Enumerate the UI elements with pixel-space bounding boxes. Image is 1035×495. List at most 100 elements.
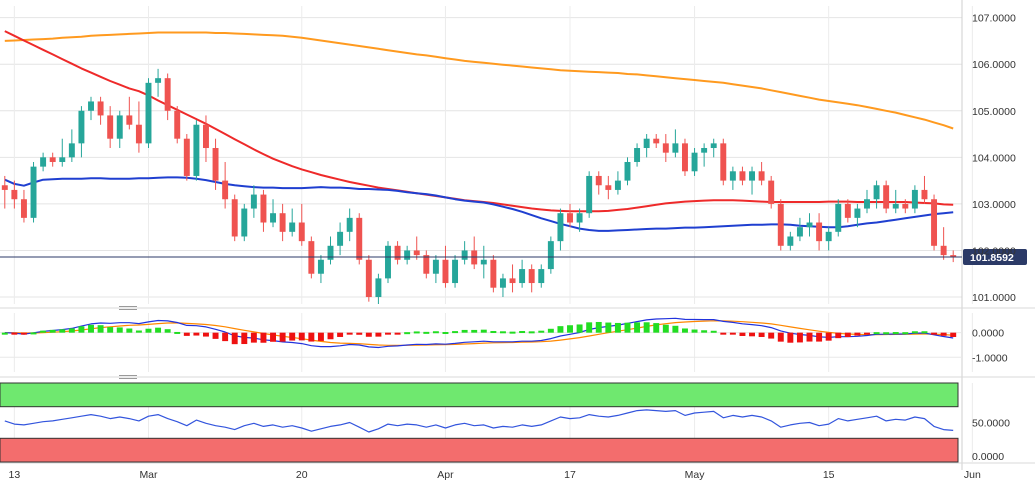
panel-resize-handle (119, 309, 137, 310)
candle-body (796, 227, 803, 237)
candle-body (538, 269, 545, 284)
price-tick-label: 102.0000 (972, 245, 1016, 257)
macd-hist-bar (337, 332, 344, 337)
candle-body (88, 101, 94, 111)
rsi-oversold-band (0, 437, 959, 463)
macd-hist-bar (490, 331, 497, 334)
macd-hist-bar (758, 332, 765, 337)
candle-body (11, 189, 18, 200)
candle-body (854, 208, 861, 218)
date-tick-label: Jun (964, 469, 981, 481)
macd-hist-bar (30, 332, 37, 335)
macd-hist-bar (499, 331, 506, 334)
candle-body (203, 124, 209, 149)
rsi-bands (0, 382, 959, 463)
candle-body (337, 231, 344, 246)
candle-body (749, 171, 755, 181)
candle-body (126, 115, 133, 125)
macd-hist-bar (97, 325, 104, 333)
macd-hist-bar (298, 332, 305, 341)
candles (1, 68, 957, 304)
macd-hist-bar (385, 332, 391, 335)
macd-hist-bar (806, 332, 813, 342)
macd-hist-bar (20, 332, 27, 335)
macd-hist-bar (710, 330, 717, 333)
macd-hist-bar (164, 329, 171, 333)
panel-resize-handle (119, 306, 137, 307)
macd-hist-bar (614, 322, 621, 333)
macd-hist-bar (1, 332, 8, 335)
macd-hist-bar (375, 332, 382, 337)
macd-hist-bar (212, 332, 219, 339)
macd-line (4, 317, 954, 349)
candle-body (193, 124, 200, 176)
macd-hist-bar (634, 322, 641, 333)
candle-body (385, 245, 391, 279)
macd-hist-bar (308, 332, 315, 342)
candle-body (432, 259, 439, 274)
macd-hist-bar (519, 331, 526, 334)
candle-body (365, 259, 372, 298)
candle-body (873, 185, 880, 200)
sma-fast-line (4, 176, 954, 232)
price-tick-label: 105.0000 (972, 106, 1016, 118)
candle-body (595, 175, 602, 186)
candle-body (183, 138, 190, 176)
macd-hist-bar (844, 332, 851, 338)
candle-body (911, 189, 918, 209)
candle-body (116, 115, 123, 139)
macd-hist-bar (126, 328, 133, 333)
macd-hist-bar (452, 331, 459, 334)
sma-slow-line (4, 31, 954, 130)
macd-hist-bar (864, 332, 870, 335)
candle-body (787, 236, 794, 246)
candle-body (950, 255, 957, 257)
candle-body (442, 259, 449, 284)
date-tick-label: Mar (139, 469, 158, 481)
candle-body (567, 213, 573, 223)
macd-hist-bar (346, 332, 353, 335)
macd-hist-bar (749, 332, 755, 337)
macd-hist-bar (222, 332, 229, 342)
rsi-tick-label: 50.0000 (972, 418, 1010, 430)
candle-body (883, 185, 890, 209)
macd-hist-bar (174, 331, 181, 334)
macd-hist-bar (586, 322, 593, 333)
candle-body (710, 143, 717, 149)
macd-hist-bar (940, 332, 947, 336)
candle-body (155, 78, 162, 83)
rsi-tick-label: 0.0000 (972, 451, 1004, 463)
candle-body (921, 189, 928, 200)
candle-body (509, 278, 516, 284)
overlay-layer: 101.8592 (0, 249, 1027, 266)
candle-body (423, 255, 430, 274)
candle-body (653, 138, 660, 144)
candle-body (768, 180, 775, 204)
candle-body (624, 161, 631, 181)
candle-body (931, 199, 938, 246)
macd-hist-bar (471, 329, 478, 333)
candle-body (452, 259, 459, 284)
candle-body (375, 278, 382, 298)
candle-body (461, 250, 468, 260)
candle-body (643, 138, 650, 149)
candle-body (394, 245, 401, 260)
macd-hist-bar (145, 328, 152, 333)
axis-labels: 107.0000 106.0000 105.0000 104.0000 103.0000… (9, 13, 1016, 481)
candle-body (576, 213, 583, 223)
candle-body (20, 199, 27, 218)
macd-hist-bar (720, 332, 727, 335)
candle-body (806, 222, 813, 228)
macd-hist-bar (279, 332, 286, 342)
macd-hist-bar (768, 332, 775, 339)
macd-hist-bar (729, 332, 736, 335)
date-tick-label: Apr (437, 469, 454, 481)
candle-body (519, 269, 526, 284)
candle-body (682, 143, 688, 172)
macd-hist-bar (672, 325, 679, 333)
candle-body (413, 250, 420, 256)
macd-histogram (1, 321, 957, 345)
macd-hist-bar (892, 332, 899, 335)
last-price-label: 101.8592 (970, 252, 1014, 264)
macd-hist-bar (701, 330, 708, 333)
